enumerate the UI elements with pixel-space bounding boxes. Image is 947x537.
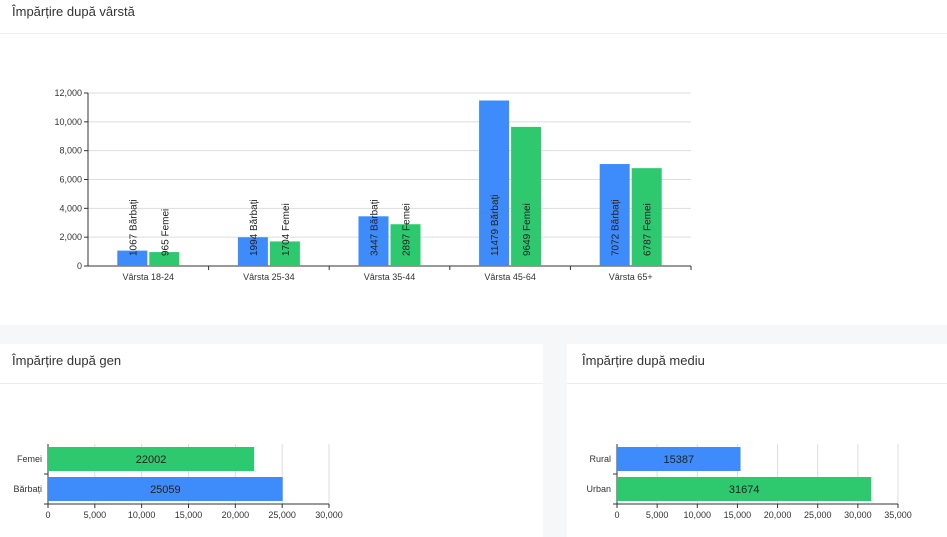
x-tick-label: Vârsta 25-34 (243, 272, 295, 282)
bar-rural (617, 447, 741, 471)
age-chart-title: Împărțire după vârstă (12, 4, 135, 19)
y-tick-label: Rural (589, 454, 611, 464)
x-tick-label: Vârsta 35-44 (364, 272, 416, 282)
bar-data-label: 11479 Bărbați (490, 194, 501, 256)
bar-femei (149, 252, 180, 266)
bar-data-label: 6787 Femei (643, 203, 654, 256)
bar-femei (390, 224, 421, 266)
y-tick-label: Urban (586, 484, 611, 494)
bar-data-label: 25059 (150, 484, 181, 496)
bar-femei (269, 241, 300, 266)
age-chart-card: Împărțire după vârstă 0 2,000 4,000 6,000 8,… (0, 4, 947, 282)
bar-data-label: 1994 Bărbați (249, 199, 260, 256)
bar-data-label: 9649 Femei (522, 203, 533, 256)
bar-femei (48, 447, 255, 471)
gender-chart-title: Împărțire după gen (12, 353, 122, 368)
x-tick-label: 30,000 (844, 510, 872, 520)
bar-data-label: 22002 (136, 454, 167, 466)
y-tick-label: 6,000 (59, 175, 82, 185)
x-tick-label: 15,000 (724, 510, 752, 520)
x-tick-label: 10,000 (128, 510, 156, 520)
x-tick-label: 20,000 (764, 510, 792, 520)
x-tick-label: 25,000 (804, 510, 832, 520)
y-tick-label: 4,000 (59, 203, 82, 213)
card-divider (0, 383, 543, 384)
environment-chart-card: Împărțire după mediu 0 5,000 10,000 15,000 2… (567, 344, 947, 537)
y-tick-label: 0 (77, 261, 82, 271)
x-tick-label: 10,000 (684, 510, 712, 520)
gender-chart-card: Împărțire după gen 0 5,000 10,000 15,000 20,… (0, 344, 543, 537)
y-tick-label: 2,000 (59, 232, 82, 242)
bar-data-label: 2897 Femei (402, 203, 413, 256)
bar-barbati (358, 216, 389, 266)
x-tick-label: 25,000 (268, 510, 296, 520)
bar-data-label: 1704 Femei (281, 203, 292, 256)
bar-barbati (117, 250, 148, 266)
age-bar-chart: 0 2,000 4,000 6,000 8,000 10,000 12,000 Vârsta … (54, 88, 692, 282)
gender-bar-chart: 0 5,000 10,000 15,000 20,000 25,000 30,000 Feme… (13, 444, 343, 520)
x-tick-label: Vârsta 18-24 (123, 272, 175, 282)
card-divider (567, 383, 947, 384)
x-tick-label: 35,000 (884, 510, 912, 520)
x-tick-label: Vârsta 65+ (609, 272, 653, 282)
x-tick-label: 5,000 (646, 510, 669, 520)
bar-barbati (237, 237, 268, 266)
x-tick-label: 0 (45, 510, 50, 520)
bar-femei (511, 126, 542, 266)
y-tick-label: 10,000 (54, 117, 82, 127)
bar-data-label: 31674 (729, 484, 760, 496)
bar-urban (617, 477, 872, 501)
x-tick-label: Vârsta 45-64 (484, 272, 536, 282)
environment-bar-chart: 0 5,000 10,000 15,000 20,000 25,000 30,000 35,0… (586, 444, 912, 520)
y-tick-label: 12,000 (54, 88, 82, 98)
bar-data-label: 3447 Bărbați (370, 199, 381, 256)
y-tick-label: 8,000 (59, 146, 82, 156)
x-tick-label: 0 (614, 510, 619, 520)
bar-data-label: 7072 Bărbați (611, 199, 622, 256)
bar-data-label: 965 Femei (160, 209, 171, 256)
environment-chart-title: Împărțire după mediu (582, 353, 705, 368)
bar-data-label: 15387 (663, 454, 694, 466)
bar-brbai (48, 477, 283, 501)
bar-data-label: 1067 Bărbați (128, 199, 139, 256)
bar-barbati (599, 164, 630, 266)
x-tick-label: 20,000 (222, 510, 250, 520)
y-tick-label: Femei (17, 454, 42, 464)
bar-femei (631, 168, 662, 266)
x-tick-label: 15,000 (175, 510, 203, 520)
bar-barbati (479, 100, 510, 267)
card-divider (0, 33, 947, 34)
x-tick-label: 30,000 (315, 510, 343, 520)
x-tick-label: 5,000 (84, 510, 107, 520)
y-tick-label: Bărbați (13, 484, 42, 494)
